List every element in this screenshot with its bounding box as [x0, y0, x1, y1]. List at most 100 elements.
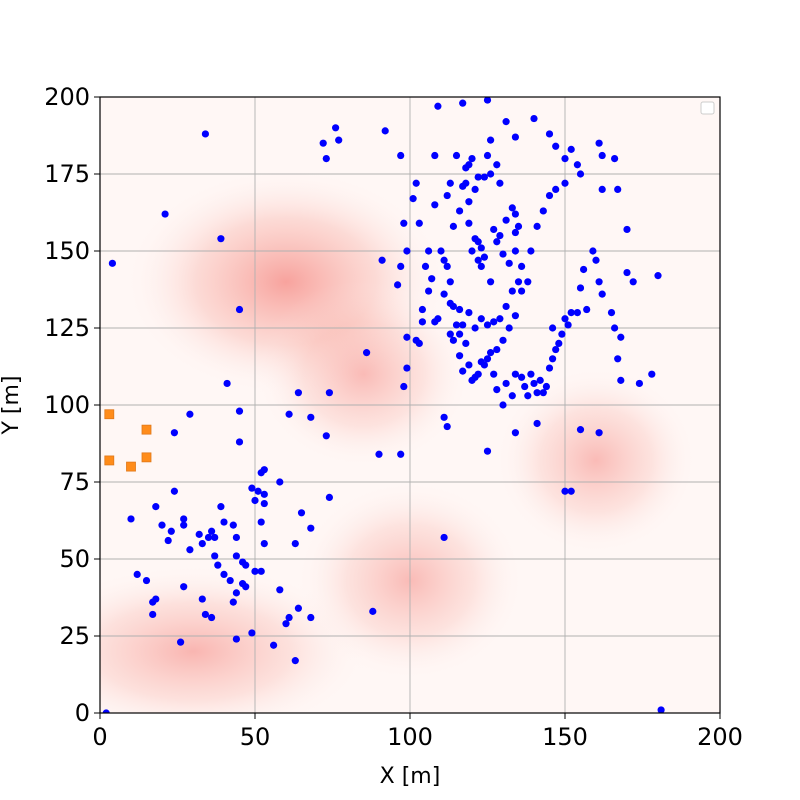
- circle-point: [459, 99, 467, 107]
- circle-point: [524, 278, 532, 286]
- circle-point: [462, 339, 470, 347]
- circle-point: [530, 379, 538, 388]
- x-tick-label: 50: [240, 723, 271, 751]
- circle-point: [446, 330, 454, 338]
- circle-point: [446, 179, 454, 187]
- circle-point: [260, 499, 268, 508]
- circle-point: [545, 130, 554, 138]
- circle-point: [508, 204, 516, 212]
- circle-point: [170, 487, 178, 495]
- circle-point: [511, 312, 519, 320]
- circle-point: [502, 118, 510, 126]
- circle-point: [177, 638, 185, 646]
- circle-point: [483, 151, 492, 160]
- y-tick-label: 50: [59, 545, 90, 573]
- circle-point: [576, 284, 585, 292]
- circle-point: [595, 278, 603, 286]
- circle-point: [291, 540, 299, 548]
- circle-point: [325, 389, 333, 397]
- circle-point: [235, 438, 244, 446]
- circle-point: [220, 518, 228, 526]
- circle-point: [307, 613, 315, 622]
- circle-point: [567, 145, 575, 153]
- circle-point: [369, 607, 377, 615]
- circle-point: [180, 521, 188, 529]
- circle-point: [270, 641, 278, 649]
- circle-point: [220, 570, 228, 579]
- circle-point: [217, 235, 225, 243]
- circle-point: [598, 185, 606, 193]
- circle-point: [449, 336, 457, 344]
- circle-point: [418, 318, 426, 326]
- circle-point: [363, 349, 371, 357]
- circle-point: [446, 299, 454, 307]
- circle-point: [465, 198, 473, 206]
- circle-point: [524, 392, 532, 400]
- circle-point: [629, 278, 637, 286]
- circle-point: [294, 389, 302, 397]
- circle-point: [437, 247, 445, 255]
- circle-point: [397, 450, 405, 458]
- circle-point: [533, 222, 541, 230]
- circle-point: [474, 256, 482, 264]
- circle-point: [564, 321, 572, 329]
- circle-point: [468, 155, 476, 163]
- axis-ticks: 0 50 100 150 200 0 25 50 75 100 125 150 175 200: [44, 83, 743, 751]
- circle-point: [477, 244, 485, 252]
- circle-point: [108, 259, 116, 267]
- circle-point: [307, 413, 315, 421]
- x-tick-label: 150: [542, 723, 588, 751]
- circle-point: [397, 151, 405, 160]
- circle-point: [260, 540, 268, 548]
- circle-point: [480, 361, 488, 369]
- circle-point: [465, 161, 473, 169]
- circle-point: [549, 324, 557, 332]
- data-points: [102, 97, 665, 713]
- circle-point: [527, 370, 535, 378]
- circle-point: [589, 247, 597, 255]
- circle-point: [471, 324, 479, 332]
- circle-point: [443, 191, 451, 200]
- circle-point: [322, 432, 330, 440]
- circle-point: [614, 355, 622, 363]
- circle-point: [474, 238, 482, 246]
- circle-point: [170, 429, 178, 437]
- circle-point: [499, 250, 507, 258]
- circle-point: [164, 536, 172, 545]
- circle-point: [536, 376, 544, 384]
- circle-point: [474, 173, 482, 181]
- circle-point: [127, 515, 135, 523]
- circle-point: [474, 370, 482, 378]
- circle-point: [552, 345, 560, 354]
- circle-point: [487, 170, 495, 178]
- circle-point: [235, 305, 244, 314]
- circle-point: [409, 195, 417, 203]
- circle-point: [229, 521, 237, 529]
- circle-point: [483, 447, 492, 455]
- circle-point: [623, 268, 631, 277]
- circle-point: [251, 567, 259, 575]
- circle-point: [307, 524, 315, 532]
- circle-point: [499, 401, 507, 409]
- circle-point: [248, 629, 256, 637]
- circle-point: [521, 382, 529, 391]
- circle-point: [595, 139, 603, 147]
- y-tick-label: 100: [44, 391, 90, 419]
- circle-point: [487, 349, 495, 357]
- circle-point: [257, 518, 265, 526]
- circle-point: [598, 151, 606, 160]
- x-tick-label: 200: [697, 723, 743, 751]
- circle-point: [493, 345, 501, 354]
- circle-point: [480, 173, 488, 181]
- circle-point: [561, 315, 569, 323]
- circle-point: [530, 114, 538, 123]
- circle-point: [518, 287, 526, 295]
- circle-point: [431, 151, 439, 160]
- circle-point: [158, 521, 166, 529]
- circle-point: [518, 262, 526, 270]
- heatmap-hotspot: [254, 279, 473, 470]
- circle-point: [440, 290, 448, 298]
- circle-point: [226, 576, 234, 585]
- circle-point: [446, 278, 454, 286]
